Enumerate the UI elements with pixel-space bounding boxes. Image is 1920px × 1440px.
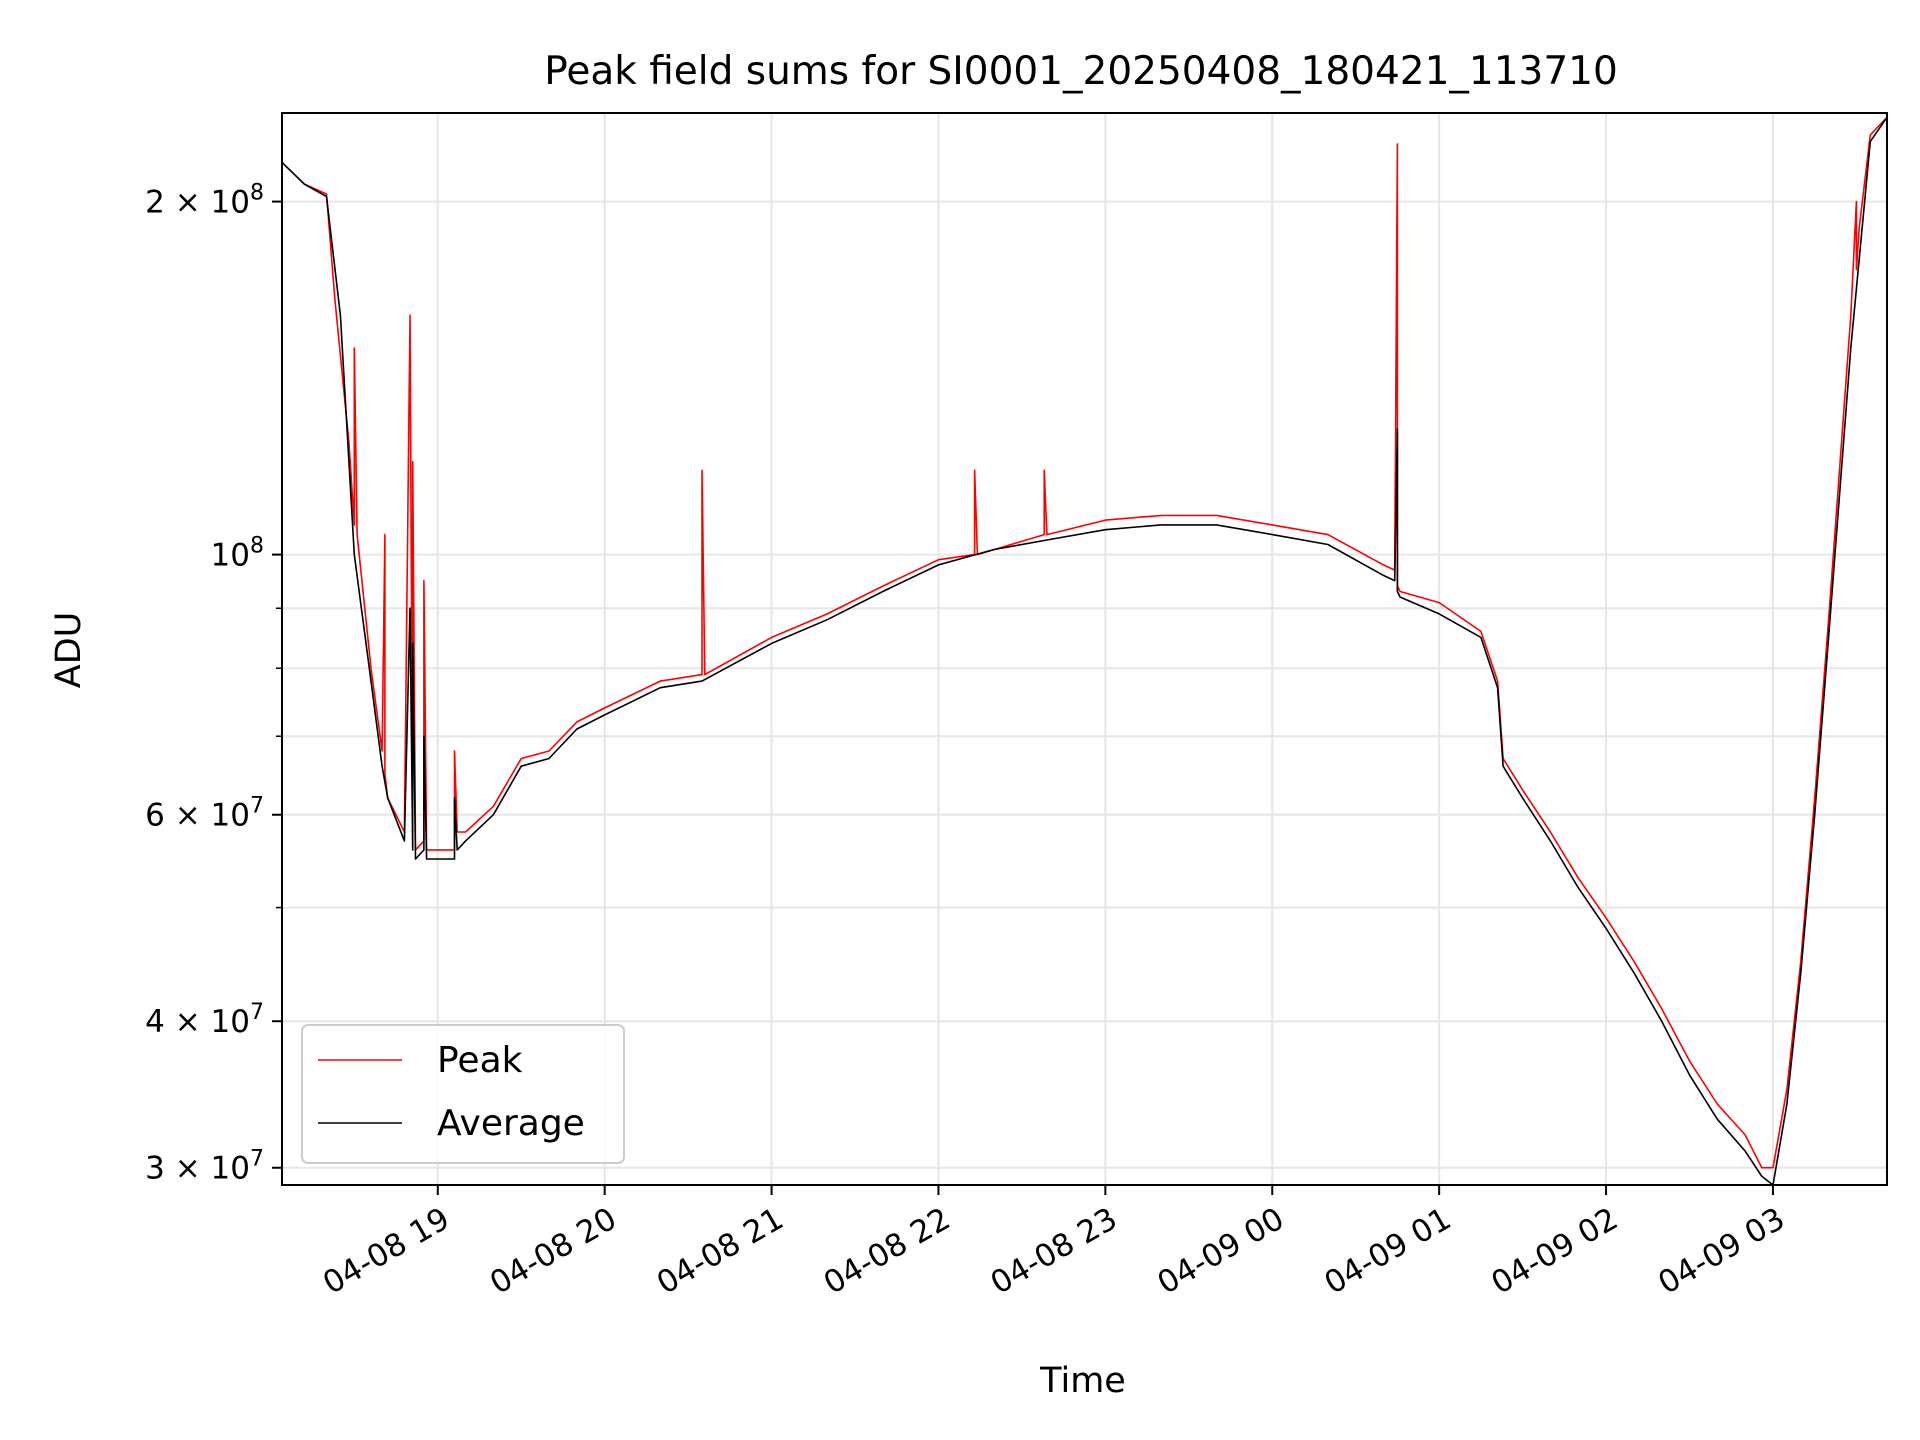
y-tick-label-exponent: 7 xyxy=(250,1000,264,1025)
series-line-average xyxy=(282,116,1887,1185)
y-tick-label-base: 2 × 10 xyxy=(145,185,250,221)
x-axis-label: Time xyxy=(1039,1361,1126,1401)
grid-lines xyxy=(282,113,1887,1185)
y-tick-label-base: 6 × 10 xyxy=(145,798,250,834)
y-tick-label-exponent: 7 xyxy=(250,794,264,819)
y-tick-label: 2 × 108 xyxy=(145,181,264,221)
y-tick-label: 3 × 107 xyxy=(145,1147,264,1187)
legend-average-label: Average xyxy=(437,1103,585,1144)
plot-frame xyxy=(281,112,1888,1186)
y-tick-label-base: 10 xyxy=(211,538,250,574)
legend-peak-label: Peak xyxy=(437,1040,523,1081)
y-tick-label-exponent: 8 xyxy=(250,534,264,559)
y-tick-label-base: 4 × 10 xyxy=(145,1004,250,1040)
series-layer xyxy=(282,116,1887,1185)
legend: Peak Average xyxy=(301,1024,625,1164)
y-axis-label: ADU xyxy=(49,612,89,689)
y-tick-label-base: 3 × 10 xyxy=(145,1151,250,1187)
y-tick-label: 6 × 107 xyxy=(145,794,264,834)
y-tick-label-exponent: 8 xyxy=(250,181,264,206)
y-tick-label-exponent: 7 xyxy=(250,1147,264,1172)
chart-title: Peak field sums for SI0001_20250408_1804… xyxy=(544,49,1618,94)
y-tick-label: 108 xyxy=(211,534,264,574)
y-tick-label: 4 × 107 xyxy=(145,1000,264,1040)
